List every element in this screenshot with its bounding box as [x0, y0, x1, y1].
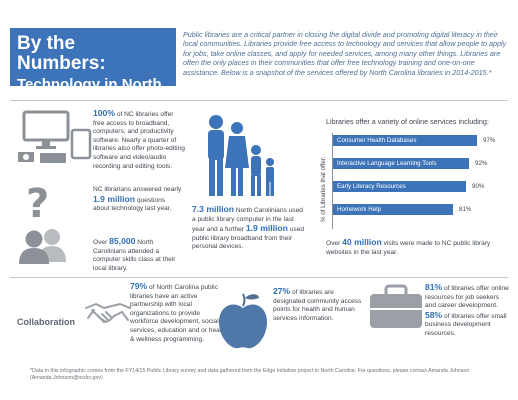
stat-computers-highlight-1: 7.3 million: [192, 204, 235, 214]
stat-jobs-highlight-2: 58%: [425, 309, 443, 320]
chart-bar-row: Early Literacy Resources 90%: [333, 181, 508, 192]
stat-skills-suffix: North Carolinians attended a computer sk…: [93, 239, 176, 272]
stat-collab-text: of North Carolina public libraries have …: [130, 284, 227, 343]
apple-icon: [219, 293, 267, 349]
chart-title: Libraries offer a variety of online serv…: [326, 117, 489, 126]
stat-websites: Over 40 million visits were made to NC p…: [326, 238, 504, 257]
chart-axis: [332, 133, 333, 229]
stat-health-highlight: 27%: [273, 286, 291, 296]
chart-bar-label: Interactive Language Learning Tools: [337, 160, 437, 167]
divider: [10, 100, 508, 101]
svg-text:?: ?: [26, 183, 49, 225]
family-icon: [208, 115, 274, 196]
stat-access-text: of NC libraries offer free access to bro…: [93, 111, 185, 170]
stat-websites-prefix: Over: [326, 240, 343, 247]
chart-bar-value: 97%: [483, 137, 496, 144]
stat-access: 100% of NC libraries offer free access t…: [93, 109, 185, 171]
stat-skills: Over 85,000 North Carolinians attended a…: [93, 237, 185, 273]
stat-collab-highlight: 79%: [130, 281, 148, 291]
stat-websites-suffix: visits were made to NC public library we…: [326, 240, 491, 256]
devices-icon: [18, 110, 92, 163]
chart-bar: Early Literacy Resources: [333, 181, 466, 192]
stat-jobs-text-1: of libraries offer online resources for …: [425, 285, 509, 310]
stat-jobs: 81% of libraries offer online resources …: [425, 283, 511, 339]
chart-bar-value: 90%: [472, 183, 485, 190]
chart-bar: Interactive Language Learning Tools: [333, 158, 469, 169]
stat-health: 27% of libraries are designated communit…: [273, 287, 363, 323]
stat-questions-highlight: 1.9 million: [93, 193, 136, 204]
stat-computers-highlight-2: 1.9 million: [245, 223, 288, 234]
chart-bar-label: Early Literacy Resources: [337, 183, 406, 190]
stat-questions-suffix: questions about technology last year.: [93, 196, 172, 213]
stat-collaboration: 79% of North Carolina public libraries h…: [130, 282, 230, 344]
stat-health-text: of libraries are designated community ac…: [273, 289, 362, 322]
chart-y-label: % of Libraries that offer:: [320, 156, 327, 222]
chart-bar-value: 92%: [475, 160, 488, 167]
stat-computers-text-1: North Carolinians used a public library …: [192, 207, 303, 234]
stat-computers: 7.3 million North Carolinians used a pub…: [192, 205, 308, 252]
title-line-2: Technology in North: [17, 76, 162, 93]
chart-bar: Consumer Health Databases: [333, 135, 477, 146]
chart-bar-value: 81%: [459, 206, 472, 213]
chart-bar-row: Consumer Health Databases 97%: [333, 135, 508, 146]
handshake-icon: [85, 303, 131, 323]
collaboration-label: Collaboration: [17, 317, 75, 327]
title-line-3: Carolina Public Libraries: [17, 93, 127, 127]
stat-skills-prefix: Over: [93, 239, 110, 246]
chart-bars: Consumer Health Databases 97% Interactive …: [333, 135, 508, 229]
chart-bar: Homework Help: [333, 204, 453, 215]
divider: [10, 277, 508, 278]
title-line-1: By the Numbers:: [17, 33, 106, 74]
intro-paragraph: Public libraries are a critical partner …: [183, 30, 507, 77]
people-icon: [19, 229, 66, 264]
footnote: *Data in this infographic comes from the…: [30, 368, 470, 381]
stat-jobs-highlight-1: 81%: [425, 282, 443, 292]
stat-computers-text-2: used public library broadband from their…: [192, 226, 305, 251]
chart-bar-row: Interactive Language Learning Tools 92%: [333, 158, 508, 169]
stat-websites-highlight: 40 million: [342, 237, 382, 247]
stat-questions: NC librarians answered nearly 1.9 millio…: [93, 186, 183, 214]
title-block: By the Numbers: Technology in North Caro…: [10, 28, 176, 127]
stat-access-highlight: 100%: [93, 108, 115, 118]
stat-questions-prefix: NC librarians answered nearly: [93, 186, 182, 193]
chart-bar-row: Homework Help 81%: [333, 204, 508, 215]
chart-bar-label: Homework Help: [337, 206, 382, 213]
briefcase-icon: [370, 284, 422, 328]
stat-jobs-text-2: of libraries offer small business develo…: [425, 312, 507, 337]
chart-bar-label: Consumer Health Databases: [337, 137, 417, 144]
question-mark-icon: ?: [26, 183, 49, 225]
stat-skills-highlight: 85,000: [109, 236, 136, 246]
